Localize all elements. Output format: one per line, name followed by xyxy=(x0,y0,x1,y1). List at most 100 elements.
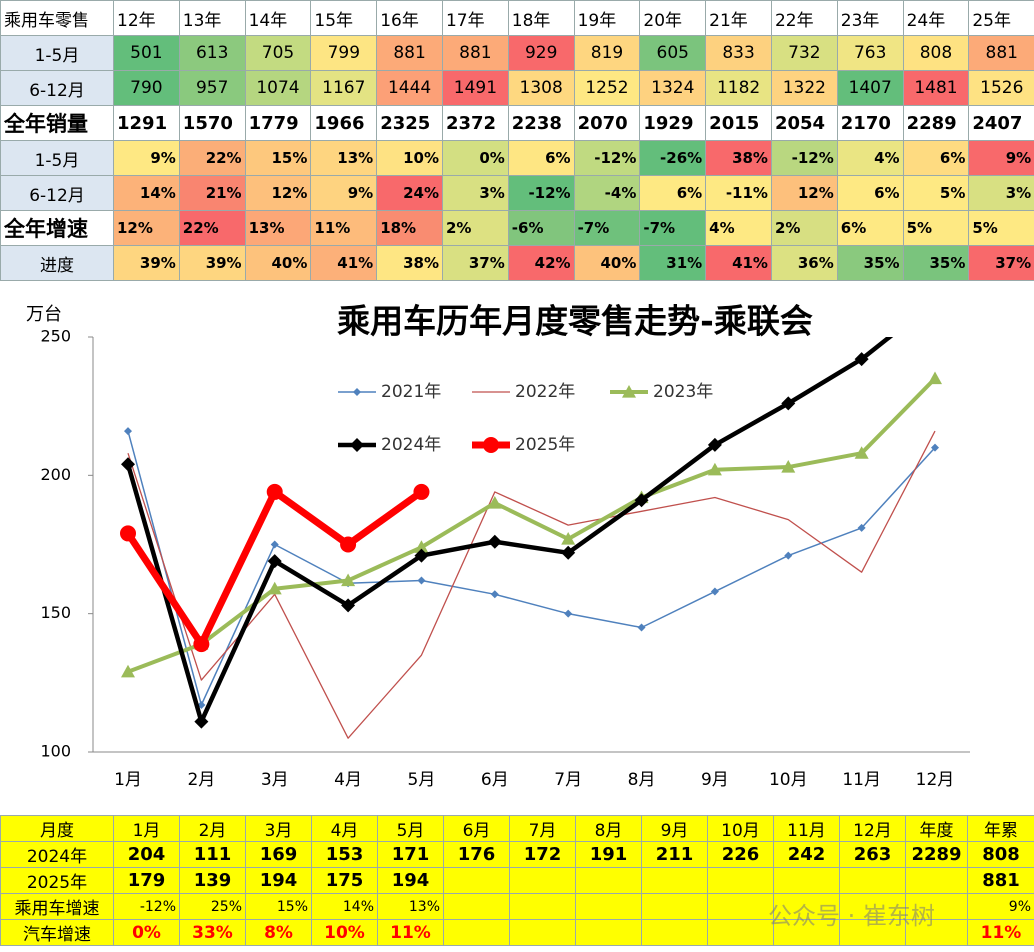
cell: 2238 xyxy=(507,105,575,141)
cell: 2289 xyxy=(905,841,968,868)
cell: 22% xyxy=(178,210,246,246)
cell: -6% xyxy=(507,210,575,246)
cell: 1308 xyxy=(507,70,575,106)
series-line xyxy=(127,430,936,739)
cell: 1322 xyxy=(770,70,838,106)
cell: 11% xyxy=(310,210,378,246)
chart: 乘用车历年月度零售走势-乘联会 万台 100 150 200 250 1月 2月 3月 4月 5… xyxy=(26,302,970,790)
cell: 9% xyxy=(113,140,180,176)
marker xyxy=(487,496,502,509)
header-row: 月度 1月 2月 3月 4月 5月 6月 7月 8月 9月 10月 11月 12月 年度 年累 xyxy=(0,815,1034,842)
row-label: 汽车增速 xyxy=(0,919,114,946)
x-tick-label: 11月 xyxy=(842,770,881,790)
cell: 6% xyxy=(507,140,575,176)
cell: 21% xyxy=(178,175,246,211)
cell: 31% xyxy=(639,245,707,281)
marker xyxy=(781,460,796,473)
row-label: 乘用车增速 xyxy=(0,893,114,920)
cell xyxy=(641,919,708,946)
cell xyxy=(707,919,774,946)
row-label: 6-12月 xyxy=(0,70,114,106)
cell xyxy=(575,893,642,920)
cell: 1481 xyxy=(902,70,970,106)
marker xyxy=(267,581,282,595)
cell: 605 xyxy=(639,35,707,71)
cell: 957 xyxy=(178,70,246,106)
cell: 22% xyxy=(178,140,246,176)
cell: 9% xyxy=(968,140,1034,176)
cell: 191 xyxy=(575,841,642,868)
marker xyxy=(417,576,426,585)
cell: 194 xyxy=(245,867,312,894)
y-tick-label: 200 xyxy=(40,465,71,484)
cell: 41% xyxy=(705,245,772,281)
row-label: 6-12月 xyxy=(0,175,114,211)
cell: 10% xyxy=(311,919,378,946)
marker xyxy=(341,573,356,587)
cell xyxy=(773,919,840,946)
cell: 881 xyxy=(376,35,443,71)
cell: 2015 xyxy=(705,105,772,141)
cell: 929 xyxy=(507,35,575,71)
cell xyxy=(773,893,840,920)
legend-marker xyxy=(622,385,636,398)
marker xyxy=(561,545,576,560)
y-tick-label: 250 xyxy=(40,327,71,346)
cell: 1929 xyxy=(639,105,707,141)
cell: 11% xyxy=(377,919,444,946)
cell xyxy=(905,919,968,946)
cell xyxy=(443,919,510,946)
cell: 1779 xyxy=(244,105,312,141)
cell xyxy=(443,893,510,920)
x-tick-label: 9月 xyxy=(701,770,729,790)
marker xyxy=(854,446,869,459)
marker xyxy=(414,548,429,563)
cell: 15% xyxy=(245,893,312,920)
marker xyxy=(267,554,282,569)
header-cell: 6月 xyxy=(443,815,510,842)
chart-title: 乘用车历年月度零售走势-乘联会 xyxy=(337,302,813,341)
row: 1-5月 501 613 705 799 881 881 929 819 605 833 732 763… xyxy=(0,35,1034,71)
header-cell: 2月 xyxy=(179,815,246,842)
row-label: 进度 xyxy=(0,245,114,281)
marker xyxy=(270,540,279,549)
cell: 1324 xyxy=(639,70,707,106)
cell: 808 xyxy=(902,35,970,71)
cell: 38% xyxy=(705,140,772,176)
row-label: 全年增速 xyxy=(0,210,114,246)
cell: 33% xyxy=(179,919,246,946)
cell: 176 xyxy=(443,841,510,868)
header-cell: 年累 xyxy=(967,815,1034,842)
y-tick-label: 150 xyxy=(40,603,71,622)
marker xyxy=(193,636,210,653)
marker xyxy=(781,396,796,411)
cell: 613 xyxy=(178,35,246,71)
cell: 169 xyxy=(245,841,312,868)
header-cell: 22年 xyxy=(770,0,838,36)
header-row: 乘用车零售 12年 13年 14年 15年 16年 17年 18年 19年 20年 21年 22年 23… xyxy=(0,0,1034,36)
cell: 1252 xyxy=(573,70,641,106)
cell xyxy=(773,867,840,894)
cell xyxy=(575,867,642,894)
cell xyxy=(707,867,774,894)
cell: 242 xyxy=(773,841,840,868)
header-cell: 7月 xyxy=(509,815,576,842)
cell: 35% xyxy=(836,245,904,281)
cell xyxy=(641,893,708,920)
cell: 2070 xyxy=(573,105,641,141)
cell: 763 xyxy=(836,35,904,71)
cell xyxy=(509,867,576,894)
row: 全年销量 1291 1570 1779 1966 2325 2372 2238 2070 1929… xyxy=(0,105,1034,141)
cell: 171 xyxy=(377,841,444,868)
cell: 15% xyxy=(244,140,312,176)
cell: 194 xyxy=(377,867,444,894)
legend-label: 2024年 xyxy=(381,435,441,455)
marker xyxy=(413,483,430,500)
row-label: 2024年 xyxy=(0,841,114,868)
cell: 1966 xyxy=(310,105,378,141)
cell: -12% xyxy=(573,140,641,176)
header-cell: 月度 xyxy=(0,815,114,842)
x-tick-label: 2月 xyxy=(187,770,215,790)
header-cell: 14年 xyxy=(244,0,312,36)
cell: 40% xyxy=(573,245,641,281)
